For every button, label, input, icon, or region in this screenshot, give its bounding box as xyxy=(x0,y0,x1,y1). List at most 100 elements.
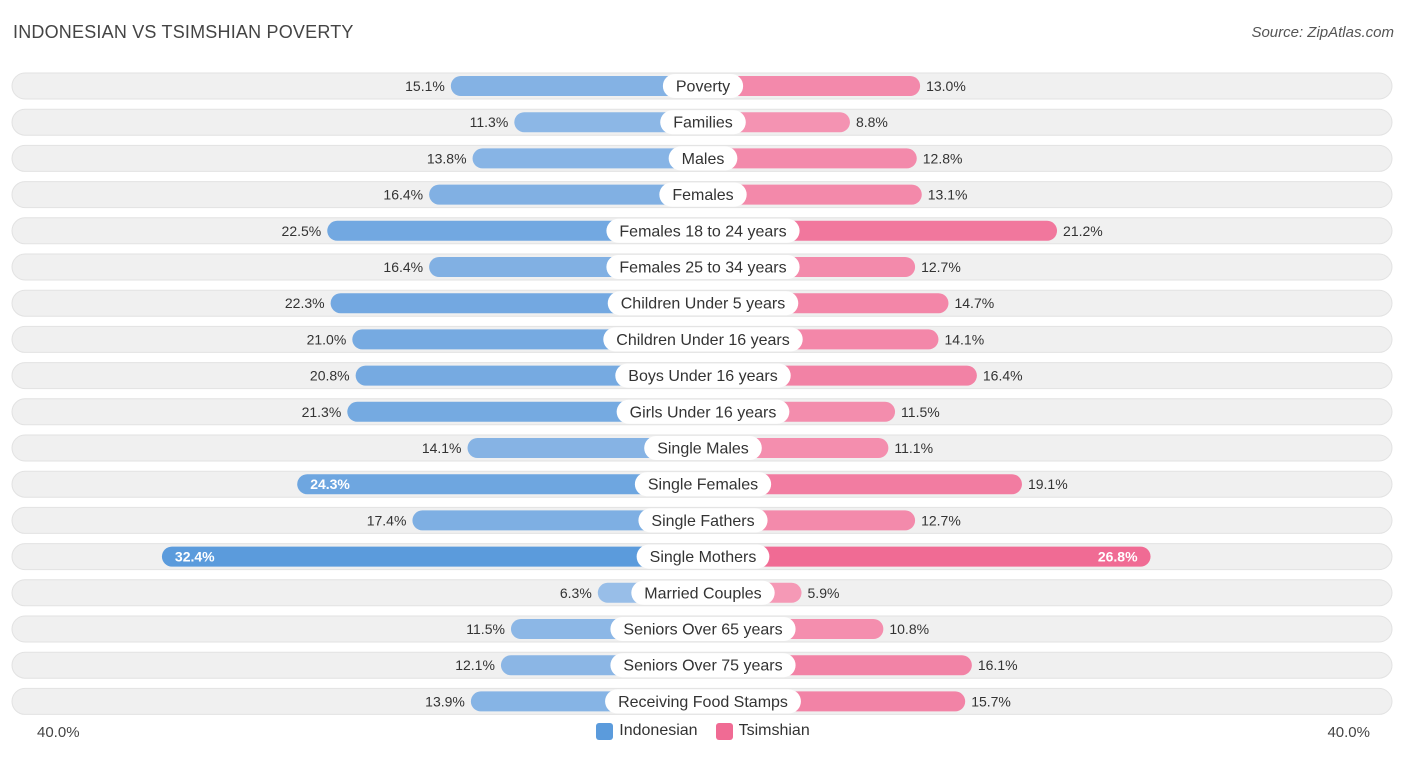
axis-right-label: 40.0% xyxy=(1327,724,1370,741)
bar-row: 13.9% 15.7% Receiving Food Stamps xyxy=(11,687,1393,715)
value-label-indonesian: 6.3% xyxy=(560,585,592,601)
bar-tsimshian[interactable] xyxy=(703,546,1151,567)
value-label-tsimshian: 12.7% xyxy=(921,512,961,528)
value-label-tsimshian: 14.1% xyxy=(944,331,984,347)
bar-row: 12.1% 16.1% Seniors Over 75 years xyxy=(11,651,1393,679)
category-label: Boys Under 16 years xyxy=(628,368,777,385)
value-label-tsimshian: 8.8% xyxy=(856,114,888,130)
value-label-indonesian: 15.1% xyxy=(405,78,445,94)
value-label-indonesian: 20.8% xyxy=(310,368,350,384)
legend: Indonesian Tsimshian xyxy=(0,722,1406,740)
bar-row: 15.1% 13.0% Poverty xyxy=(11,72,1393,100)
category-label: Children Under 16 years xyxy=(616,332,789,349)
bar-row: 16.4% 13.1% Females xyxy=(11,181,1393,209)
category-pill xyxy=(610,653,796,678)
value-label-indonesian: 22.5% xyxy=(282,223,322,239)
category-label: Seniors Over 65 years xyxy=(623,622,782,639)
bar-row: 22.3% 14.7% Children Under 5 years xyxy=(11,289,1393,317)
bar-tsimshian[interactable] xyxy=(703,474,1022,495)
legend-swatch-indonesian xyxy=(596,722,614,740)
category-label: Females xyxy=(672,187,733,204)
bar-indonesian[interactable] xyxy=(472,148,703,169)
bar-indonesian[interactable] xyxy=(514,112,703,133)
legend-item-indonesian[interactable]: Indonesian xyxy=(596,722,698,740)
bar-indonesian[interactable] xyxy=(429,184,703,205)
legend-label-indonesian: Indonesian xyxy=(619,722,698,739)
value-label-tsimshian: 5.9% xyxy=(808,585,840,601)
value-label-tsimshian: 21.2% xyxy=(1063,223,1103,239)
bar-indonesian[interactable] xyxy=(297,474,703,495)
value-label-tsimshian: 14.7% xyxy=(954,295,994,311)
value-label-indonesian: 17.4% xyxy=(367,512,407,528)
category-label: Single Females xyxy=(648,477,758,494)
category-pill xyxy=(659,182,747,207)
bar-tsimshian[interactable] xyxy=(703,76,921,96)
category-label: Females 18 to 24 years xyxy=(619,223,786,240)
category-label: Girls Under 16 years xyxy=(630,404,777,421)
bar-indonesian[interactable] xyxy=(355,365,703,386)
legend-label-tsimshian: Tsimshian xyxy=(738,722,810,739)
value-label-tsimshian: 16.4% xyxy=(983,368,1023,384)
category-label: Seniors Over 75 years xyxy=(623,658,782,675)
value-label-indonesian: 21.0% xyxy=(307,331,347,347)
category-pill xyxy=(607,291,799,316)
category-pill xyxy=(605,689,801,714)
value-label-tsimshian: 16.1% xyxy=(978,657,1018,673)
value-label-tsimshian: 13.0% xyxy=(926,78,966,94)
bar-tsimshian[interactable] xyxy=(703,184,922,205)
bar-indonesian[interactable] xyxy=(161,546,704,567)
bar-tsimshian[interactable] xyxy=(703,148,917,169)
value-label-tsimshian: 19.1% xyxy=(1028,476,1068,492)
bar-row: 22.5% 21.2% Females 18 to 24 years xyxy=(11,217,1393,245)
value-label-indonesian: 32.4% xyxy=(175,549,215,565)
value-label-indonesian: 14.1% xyxy=(422,440,462,456)
bar-row: 20.8% 16.4% Boys Under 16 years xyxy=(11,362,1393,390)
value-label-tsimshian: 12.8% xyxy=(923,150,963,166)
value-label-indonesian: 21.3% xyxy=(302,404,342,420)
value-label-tsimshian: 26.8% xyxy=(1098,549,1138,565)
legend-swatch-tsimshian xyxy=(715,722,733,740)
category-label: Children Under 5 years xyxy=(621,296,786,313)
category-pill xyxy=(662,74,744,98)
bar-indonesian[interactable] xyxy=(412,510,703,531)
category-label: Females 25 to 34 years xyxy=(619,260,786,277)
bar-row: 17.4% 12.7% Single Fathers xyxy=(11,506,1393,534)
chart-title: INDONESIAN VS TSIMSHIAN POVERTY xyxy=(13,22,354,42)
category-pill xyxy=(610,617,796,641)
category-label: Single Males xyxy=(657,441,749,458)
category-pill xyxy=(660,110,746,135)
bar-indonesian[interactable] xyxy=(450,76,703,96)
source-label: Source: ZipAtlas.com xyxy=(1251,24,1394,41)
category-pill xyxy=(616,399,790,424)
value-label-tsimshian: 11.5% xyxy=(901,404,940,420)
category-label: Families xyxy=(673,115,733,132)
category-label: Males xyxy=(682,151,725,168)
bar-row: 21.3% 11.5% Girls Under 16 years xyxy=(11,398,1393,426)
category-label: Single Fathers xyxy=(651,513,754,530)
category-label: Single Mothers xyxy=(650,549,757,566)
bar-row: 11.3% 8.8% Families xyxy=(11,108,1393,136)
bar-row: 13.8% 12.8% Males xyxy=(11,144,1393,172)
value-label-indonesian: 13.9% xyxy=(425,693,465,709)
bar-indonesian[interactable] xyxy=(467,438,703,458)
value-label-indonesian: 24.3% xyxy=(310,476,350,492)
value-label-tsimshian: 11.1% xyxy=(894,440,933,456)
category-pill xyxy=(615,363,791,388)
value-label-tsimshian: 15.7% xyxy=(971,693,1011,709)
axis-left-label: 40.0% xyxy=(37,724,80,741)
bar-row: 16.4% 12.7% Females 25 to 34 years xyxy=(11,253,1393,281)
category-pill xyxy=(603,327,803,352)
value-label-tsimshian: 12.7% xyxy=(921,259,961,275)
category-pill xyxy=(638,508,768,533)
category-pill xyxy=(636,544,770,569)
legend-item-tsimshian[interactable]: Tsimshian xyxy=(715,722,810,740)
category-label: Receiving Food Stamps xyxy=(618,694,788,711)
value-label-indonesian: 16.4% xyxy=(383,259,423,275)
value-label-tsimshian: 10.8% xyxy=(889,621,929,637)
value-label-indonesian: 22.3% xyxy=(285,295,325,311)
category-label: Poverty xyxy=(676,79,730,96)
bar-indonesian[interactable] xyxy=(347,401,703,422)
value-label-indonesian: 11.3% xyxy=(470,114,509,130)
category-pill xyxy=(634,472,772,497)
